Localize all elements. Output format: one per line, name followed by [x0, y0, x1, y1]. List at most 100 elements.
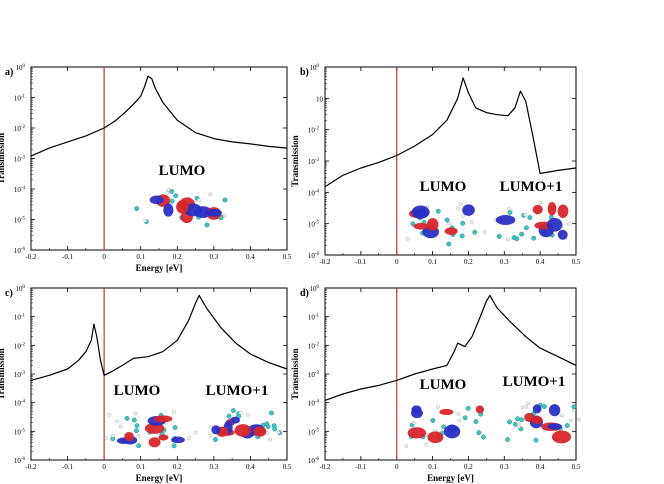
carbon-atom [169, 198, 175, 204]
x-tick-label: 0 [395, 463, 399, 471]
carbon-atom [169, 188, 175, 194]
hydrogen-atom [276, 430, 281, 435]
hydrogen-atom [577, 417, 581, 422]
negative-lobe [211, 425, 221, 435]
carbon-atom [134, 423, 140, 429]
positive-lobe [557, 204, 569, 218]
x-tick-label: -0.1 [355, 463, 367, 471]
orbital-isosurface-2-1 [208, 408, 282, 442]
y-tick-label: 10-1 [308, 314, 320, 322]
positive-lobe [439, 408, 454, 416]
hydrogen-atom [222, 213, 227, 218]
carbon-atom [507, 419, 512, 425]
x-tick-label: 0.1 [136, 253, 145, 261]
x-tick-label: -0.2 [25, 463, 37, 471]
orbital-isosurface-0-0 [134, 188, 228, 228]
carbon-atom [124, 415, 130, 421]
x-tick-label: 0.2 [464, 463, 473, 471]
y-tick-label: 10-1 [14, 314, 26, 322]
hydrogen-atom [405, 237, 410, 241]
positive-lobe [475, 405, 485, 414]
y-axis-label: Transmission [290, 348, 300, 399]
x-tick-label: -0.2 [25, 253, 37, 261]
hydrogen-atom [457, 418, 462, 423]
positive-lobe [444, 227, 458, 235]
y-tick-label: 100 [310, 285, 320, 293]
negative-lobe [205, 208, 222, 217]
y-tick-label: 10-2 [308, 342, 320, 350]
positive-lobe [413, 222, 429, 230]
hydrogen-atom [524, 404, 529, 409]
x-axis-label: Energy [eV] [136, 263, 183, 273]
panel-c: -0.2 -0.1 0 0.1 0.2 0.3 0.4 0.5 10-6 10-5 10-4 10-3… [0, 285, 292, 483]
carbon-atom [480, 434, 486, 440]
carbon-atom [212, 437, 218, 442]
y-tick-label: 10-6 [14, 457, 26, 465]
carbon-atom [519, 231, 525, 237]
carbon-atom [531, 235, 537, 241]
y-tick-label: 10-1 [14, 95, 26, 103]
positive-lobe [551, 430, 572, 444]
carbon-atom [473, 419, 479, 425]
positive-lobe [234, 424, 252, 437]
carbon-atom [136, 443, 142, 449]
hydrogen-atom [461, 213, 465, 218]
carbon-atom [204, 222, 210, 228]
carbon-atom [519, 417, 525, 423]
orbital-label: LUMO [420, 179, 467, 195]
carbon-atom [410, 221, 416, 227]
x-tick-label: 0 [395, 258, 399, 266]
panel-letter: b) [300, 67, 309, 78]
positive-lobe [427, 431, 444, 444]
panel-letter: a) [5, 67, 13, 78]
x-tick-label: 0.4 [536, 258, 545, 266]
orbital-isosurface-1-0 [405, 202, 487, 247]
panel-letter: d) [300, 288, 309, 299]
carbon-atom [131, 417, 137, 423]
carbon-atom [134, 428, 139, 434]
y-tick-label: 10-6 [308, 457, 320, 465]
panel-a: -0.2 -0.1 0 0.1 0.2 0.3 0.4 0.5 10-6 10-5 10-4 10-3… [0, 64, 292, 273]
hydrogen-atom [143, 218, 148, 223]
x-tick-label: 0.2 [173, 463, 182, 471]
hydrogen-atom [187, 436, 191, 441]
hydrogen-atom [245, 413, 250, 417]
y-tick-label: 100 [310, 64, 320, 72]
x-tick-label: 0.3 [209, 253, 218, 261]
negative-lobe [495, 214, 516, 225]
orbital-isosurface-2-0 [104, 410, 198, 449]
hydrogen-atom [456, 412, 461, 416]
y-tick-label: 10-3 [14, 371, 26, 379]
transmission-curve [324, 77, 577, 188]
hydrogen-atom [111, 433, 115, 438]
carbon-atom [564, 423, 570, 429]
y-axis-label: Transmission [0, 348, 6, 399]
y-tick-label: 10-5 [308, 428, 320, 436]
y-tick-label: 10-2 [308, 127, 320, 135]
hydrogen-atom [172, 410, 176, 414]
x-tick-label: 0.2 [464, 258, 473, 266]
hydrogen-atom [482, 230, 487, 234]
negative-lobe [443, 424, 461, 439]
carbon-atom [272, 426, 278, 432]
y-tick-label: 10-5 [308, 221, 320, 229]
hydrogen-atom [526, 401, 530, 406]
carbon-atom [496, 233, 502, 239]
hydrogen-atom [458, 202, 463, 207]
negative-lobe [184, 203, 202, 217]
x-tick-label: -0.1 [62, 253, 74, 261]
hydrogen-atom [469, 220, 474, 224]
orbital-label: LUMO [420, 377, 467, 393]
positive-lobe [253, 426, 267, 437]
carbon-atom [476, 430, 482, 436]
hydrogen-atom [455, 206, 460, 210]
y-tick-label: 100 [16, 285, 26, 293]
x-tick-label: 0.1 [136, 463, 145, 471]
negative-lobe [410, 408, 423, 419]
transmission-curve [30, 294, 288, 381]
x-tick-label: 0.5 [283, 463, 292, 471]
negative-lobe [149, 195, 164, 205]
hydrogen-atom [572, 408, 576, 413]
x-tick-label: 0.5 [572, 463, 581, 471]
